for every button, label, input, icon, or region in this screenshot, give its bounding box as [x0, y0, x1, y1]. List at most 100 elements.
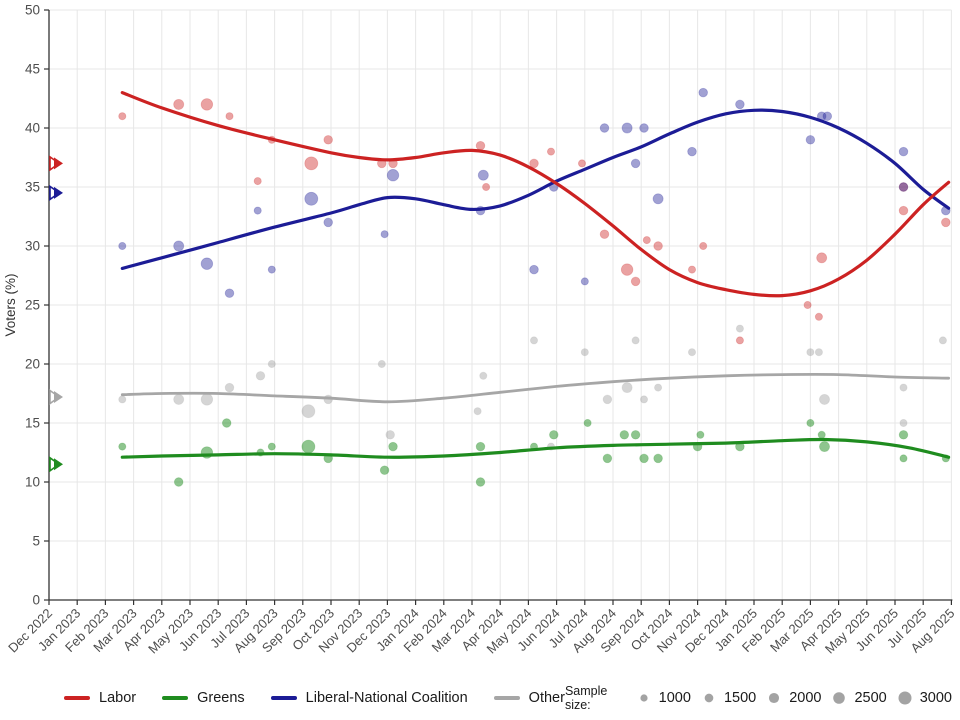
data-point: [200, 393, 214, 406]
axis-marker-fill: [54, 186, 63, 199]
sample-size-dot-icon: [640, 694, 648, 702]
points-greens: [118, 418, 950, 487]
data-point: [386, 169, 400, 182]
data-point: [819, 441, 830, 453]
data-point: [580, 348, 589, 357]
data-point: [898, 146, 909, 157]
legend-item-coalition[interactable]: Liberal-National Coalition: [270, 690, 468, 706]
data-point: [173, 240, 185, 252]
y-tick-label: 20: [25, 357, 40, 372]
data-point: [817, 430, 826, 439]
axis-marker-arrow: [49, 184, 63, 201]
data-point: [735, 336, 744, 345]
sample-size-dot-icon: [833, 692, 846, 704]
data-point: [578, 159, 587, 168]
y-tick-label: 15: [25, 416, 40, 431]
axis-marker-arrow: [49, 456, 63, 473]
data-point: [323, 135, 333, 145]
legend-item-labor[interactable]: Labor: [64, 690, 136, 706]
data-point: [224, 382, 235, 393]
data-point: [529, 158, 539, 169]
sample-size-item: 1500: [701, 690, 756, 706]
data-point: [653, 453, 663, 464]
data-point: [267, 442, 276, 451]
y-tick-label: 40: [25, 121, 40, 136]
data-point: [653, 241, 663, 251]
data-point: [814, 312, 823, 321]
legend-label-greens: Greens: [197, 690, 245, 706]
data-point: [529, 264, 539, 275]
data-point: [735, 324, 744, 333]
data-point: [899, 454, 908, 463]
data-point: [477, 169, 489, 181]
data-point: [687, 146, 697, 157]
sample-size-value: 3000: [919, 690, 952, 706]
data-point: [547, 147, 556, 156]
data-point: [805, 135, 816, 145]
y-tick-label: 45: [25, 62, 40, 77]
data-point: [898, 182, 909, 192]
data-point: [224, 288, 235, 298]
data-point: [898, 205, 909, 216]
data-point: [173, 477, 184, 487]
data-point: [549, 430, 559, 440]
data-point: [696, 430, 705, 439]
labor-line-swatch: [64, 696, 90, 700]
data-point: [602, 394, 613, 405]
data-point: [941, 217, 951, 228]
data-point: [803, 300, 812, 309]
data-point: [380, 230, 389, 239]
data-point: [654, 383, 663, 392]
data-point: [388, 441, 398, 452]
data-point: [118, 395, 127, 404]
legend-item-greens[interactable]: Greens: [162, 690, 245, 706]
data-point: [173, 98, 185, 110]
data-point: [473, 407, 482, 416]
legend-label-coalition: Liberal-National Coalition: [305, 690, 468, 706]
greens-line-swatch: [162, 696, 189, 700]
other-line-swatch: [493, 696, 520, 700]
sample-size-item: 2500: [831, 690, 887, 706]
data-point: [642, 236, 651, 245]
data-point: [530, 336, 539, 345]
data-point: [652, 193, 664, 205]
data-point: [377, 359, 386, 368]
y-tick-label: 25: [25, 298, 40, 313]
data-point: [304, 191, 319, 206]
sample-size-value: 1000: [658, 690, 691, 706]
data-point: [379, 465, 390, 475]
data-point: [479, 371, 488, 380]
trend-line: [120, 437, 951, 459]
y-tick-label: 10: [25, 475, 40, 490]
data-point: [118, 112, 127, 121]
trend-line: [120, 372, 950, 404]
data-point: [814, 348, 823, 357]
data-point: [118, 241, 127, 250]
data-point: [938, 336, 947, 345]
sample-size-dot-icon: [898, 691, 912, 705]
data-point: [301, 439, 316, 454]
data-point: [475, 477, 486, 487]
legend-label-other: Other: [528, 690, 565, 706]
axis-marker-fill: [54, 391, 63, 403]
sample-size-value: 2500: [854, 690, 887, 706]
data-point: [301, 404, 316, 419]
data-point: [475, 441, 486, 452]
axis-marker-fill: [54, 157, 63, 170]
data-point: [118, 442, 127, 451]
data-point: [621, 122, 633, 134]
data-point: [630, 430, 641, 440]
data-point: [898, 182, 909, 192]
data-point: [899, 418, 908, 427]
data-point: [225, 112, 234, 121]
data-point: [304, 156, 319, 171]
sample-size-dot-icon: [769, 692, 780, 704]
data-point: [323, 217, 333, 228]
data-point: [267, 265, 276, 274]
data-point: [475, 140, 486, 151]
legend-item-other[interactable]: Other: [493, 690, 565, 706]
data-point: [735, 99, 745, 110]
sample-size-title: Sample size:: [564, 684, 608, 712]
chart-legend: Labor Greens Liberal-National Coalition …: [0, 678, 960, 718]
data-point: [640, 395, 649, 404]
